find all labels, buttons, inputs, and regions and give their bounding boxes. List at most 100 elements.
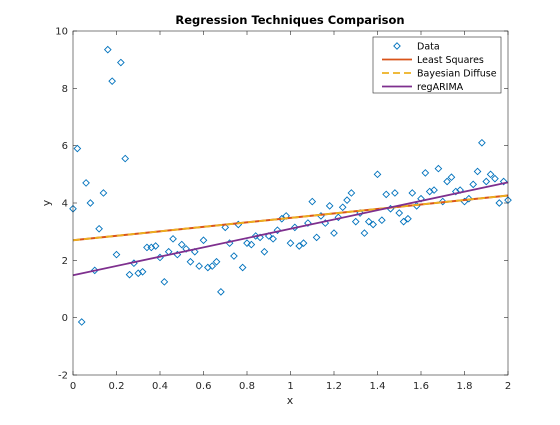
data-point (499, 177, 508, 186)
data-point (495, 199, 504, 207)
data-point (308, 197, 317, 206)
x-tick-label: 1.4 (370, 381, 386, 392)
data-point (95, 224, 103, 233)
legend-label: Least Squares (417, 55, 484, 66)
legend-label: regARIMA (417, 82, 464, 93)
x-tick-label: 2 (505, 381, 511, 392)
data-point (186, 257, 195, 266)
x-axis-label: x (287, 394, 294, 407)
legend: Data Least Squares Bayesian Diffuse regARIM… (372, 36, 502, 94)
data-point (195, 262, 203, 270)
data-point (190, 247, 199, 256)
data-point (182, 245, 190, 253)
data-point (391, 189, 399, 197)
data-point (247, 240, 256, 249)
data-point (243, 239, 251, 247)
data-point (408, 189, 417, 197)
data-point (117, 58, 125, 67)
data-point (364, 217, 373, 226)
legend-label: Data (417, 41, 440, 52)
plot-box (72, 30, 509, 376)
data-point (360, 229, 369, 237)
data-point (264, 232, 273, 240)
data-point (160, 277, 169, 286)
data-point (465, 194, 473, 203)
x-tick-label: 0.2 (109, 381, 125, 392)
data-point (138, 267, 147, 276)
y-tick-label: -2 (58, 371, 68, 382)
data-point (125, 270, 134, 279)
data-point (430, 186, 438, 194)
y-tick-label: 4 (62, 199, 68, 210)
data-point (334, 213, 343, 222)
y-axis-label: y (40, 199, 53, 206)
data-point (86, 199, 95, 207)
data-point (378, 216, 386, 225)
y-tick-label: 0 (62, 313, 68, 324)
data-point (373, 170, 382, 179)
data-point (399, 217, 408, 226)
x-tick-label: 0.4 (152, 381, 168, 392)
data-point (238, 263, 247, 272)
data-point (151, 242, 160, 250)
x-tick-label: 1.2 (326, 381, 342, 392)
data-point (217, 288, 225, 296)
data-point (421, 169, 430, 177)
chart-title: Regression Techniques Comparison (175, 13, 404, 27)
data-point (343, 196, 351, 204)
x-tick-label: 1.6 (413, 381, 429, 392)
data-point (347, 189, 356, 197)
data-point (312, 233, 321, 242)
data-point (295, 242, 304, 250)
data-point (417, 194, 425, 203)
y-tick-label: 2 (62, 256, 68, 267)
data-point (230, 252, 238, 260)
y-tick-label: 8 (62, 84, 68, 95)
fit-line-bayesian-diffuse (72, 194, 509, 242)
x-tick-label: 0.6 (196, 381, 212, 392)
data-point (221, 223, 230, 232)
data-point (108, 77, 116, 86)
data-point (169, 234, 177, 243)
data-point (325, 202, 334, 210)
data-point (73, 144, 82, 153)
data-point (351, 217, 360, 226)
data-point (491, 174, 499, 183)
data-point (473, 167, 482, 176)
data-point (260, 247, 269, 256)
data-point (482, 177, 491, 186)
legend-marker-data (393, 42, 401, 50)
y-tick-label: 6 (62, 141, 68, 152)
data-point (447, 173, 456, 182)
data-point (434, 164, 443, 173)
data-point (273, 226, 282, 235)
plot-layer (69, 45, 512, 326)
legend-label: Bayesian Diffuse (417, 68, 497, 79)
data-point (177, 240, 186, 249)
data-point (199, 236, 208, 245)
data-point (478, 138, 486, 147)
data-point (77, 318, 86, 326)
data-point (443, 177, 451, 186)
data-point (330, 229, 338, 237)
data-point (486, 170, 495, 179)
data-point (82, 179, 90, 187)
data-point (212, 257, 221, 266)
data-point (269, 234, 277, 243)
y-tick-label: 10 (55, 27, 68, 38)
x-tick-label: 1.8 (457, 381, 473, 392)
data-point (369, 220, 377, 229)
data-point (208, 262, 217, 270)
x-tick-label: 0 (70, 381, 76, 392)
data-point (304, 219, 312, 227)
data-point (338, 203, 347, 212)
data-point (469, 180, 478, 189)
data-point (121, 154, 130, 163)
data-point (103, 45, 112, 54)
data-point (286, 239, 295, 247)
data-point (382, 190, 391, 199)
x-tick-label: 0.8 (239, 381, 255, 392)
